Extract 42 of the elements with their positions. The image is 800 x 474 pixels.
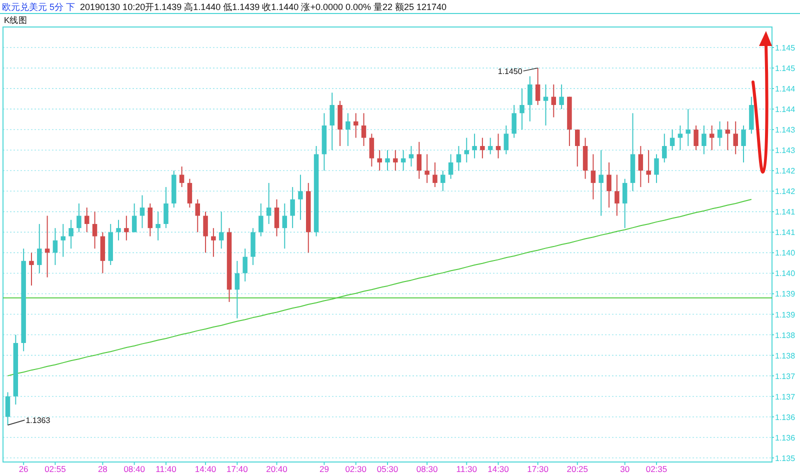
y-tick-label: 1.144: [775, 105, 796, 114]
y-tick-label: 1.143: [775, 146, 796, 156]
x-tick-label: 20:25: [566, 464, 588, 474]
x-tick-label: 17:40: [226, 464, 248, 474]
annotation: K线图: [4, 15, 28, 25]
x-tick-label: 20:40: [266, 464, 288, 474]
title: 欧元兑美元 5分 下: [2, 2, 76, 12]
x-tick-label: 02:30: [345, 464, 367, 474]
x-tick-label: 14:40: [194, 464, 216, 474]
y-tick-label: 1.137: [775, 392, 796, 402]
x-tick-label: 30: [620, 464, 630, 474]
y-tick-label: 1.141: [775, 208, 796, 217]
y-tick-label: 1.136: [775, 433, 796, 442]
subtitle: 20190130 10:20开1.1439 高1.1440 低1.1439 收1.1440 涨+0.0000 0.00% 量22 额25 121740: [80, 2, 447, 12]
x-tick-label: 11:40: [156, 464, 177, 474]
y-tick-label: 1.145: [775, 64, 796, 74]
x-tick-label: 26: [18, 464, 29, 474]
y-tick-label: 1.140: [775, 269, 796, 278]
y-tick-label: 1.142: [775, 166, 796, 176]
y-tick-label: 1.139: [775, 310, 796, 320]
y-tick-label: 1.139: [775, 290, 796, 299]
y-tick-label: 1.138: [775, 330, 796, 340]
y-tick-label: 1.142: [775, 187, 796, 196]
y-tick-label: 1.145: [775, 44, 796, 53]
x-tick-label: 02:35: [646, 464, 668, 474]
y-tick-label: 1.143: [775, 126, 796, 135]
x-tick-label: 29: [319, 464, 330, 474]
x-tick-label: 05:30: [376, 464, 398, 474]
x-tick-label: 14:30: [488, 464, 510, 474]
x-tick-label: 08:30: [416, 464, 438, 474]
x-tick-label: 17:30: [527, 464, 549, 474]
y-tick-label: 1.141: [775, 228, 796, 238]
x-tick-label: 08:40: [124, 464, 146, 474]
x-tick-label: 11:30: [456, 464, 478, 474]
y-tick-label: 1.138: [775, 351, 796, 360]
y-tick-label: 1.144: [775, 84, 796, 94]
y-tick-label: 1.137: [775, 372, 796, 381]
y-tick-label: 1.140: [775, 248, 796, 258]
y-tick-label: 1.136: [775, 412, 796, 422]
x-tick-label: 02:55: [44, 464, 66, 474]
y-tick-label: 1.135: [775, 454, 796, 463]
x-tick-label: 28: [98, 464, 108, 474]
